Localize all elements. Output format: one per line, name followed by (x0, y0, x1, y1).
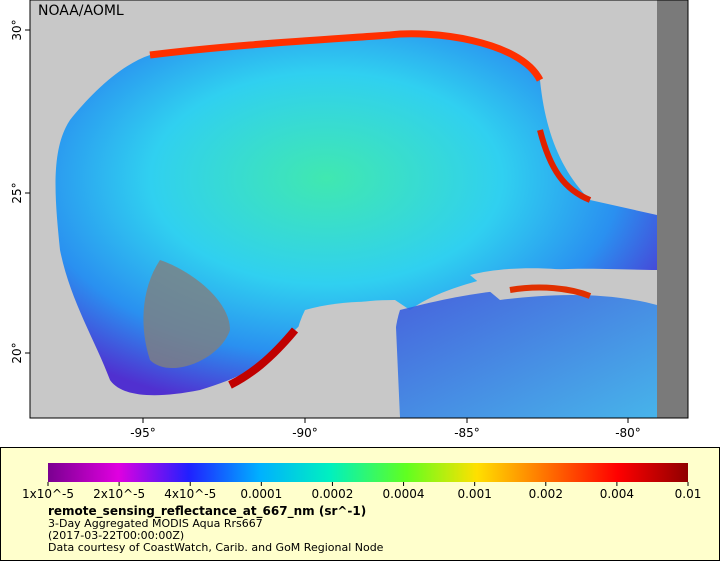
coastal-high (537, 129, 592, 203)
colorbar-label: 0.0004 (383, 487, 425, 501)
legend-title: remote_sensing_reflectance_at_667_nm (sr… (48, 504, 366, 519)
colorbar-label: 0.004 (600, 487, 634, 501)
lon-label: -95° (130, 426, 156, 440)
lon-label: -85° (454, 426, 480, 440)
colorbar-label: 0.002 (529, 487, 563, 501)
coastal-high (228, 327, 299, 389)
colorbar-label: 4x10^-5 (164, 487, 216, 501)
map-frame (29, 0, 689, 419)
colorbar-label: 0.01 (675, 487, 702, 501)
yucatan (293, 301, 400, 418)
lon-label: -90° (292, 426, 318, 440)
legend-line: Data courtesy of CoastWatch, Carib. and … (48, 541, 384, 554)
colorbar-label: 0.0001 (240, 487, 282, 501)
no-data-strip (657, 0, 688, 418)
colorbar-label: 0.001 (457, 487, 491, 501)
colorbar-label: 2x10^-5 (93, 487, 145, 501)
colorbar-label: 0.0002 (311, 487, 353, 501)
legend-line: (2017-03-22T00:00:00Z) (48, 529, 184, 542)
cloud (143, 260, 230, 369)
lat-label: 20° (10, 342, 24, 363)
colorbar-label: 1x10^-5 (22, 487, 74, 501)
coastal-high (509, 284, 592, 299)
legend-line: 3-Day Aggregated MODIS Aqua Rrs667 (48, 517, 263, 530)
coastal-high (149, 30, 544, 82)
lat-label: 30° (10, 19, 24, 40)
colorbar (48, 463, 688, 482)
lon-label: -80° (615, 426, 641, 440)
caribbean-water (394, 289, 657, 418)
lat-label: 25° (10, 182, 24, 203)
attribution: NOAA/AOML (38, 3, 124, 19)
